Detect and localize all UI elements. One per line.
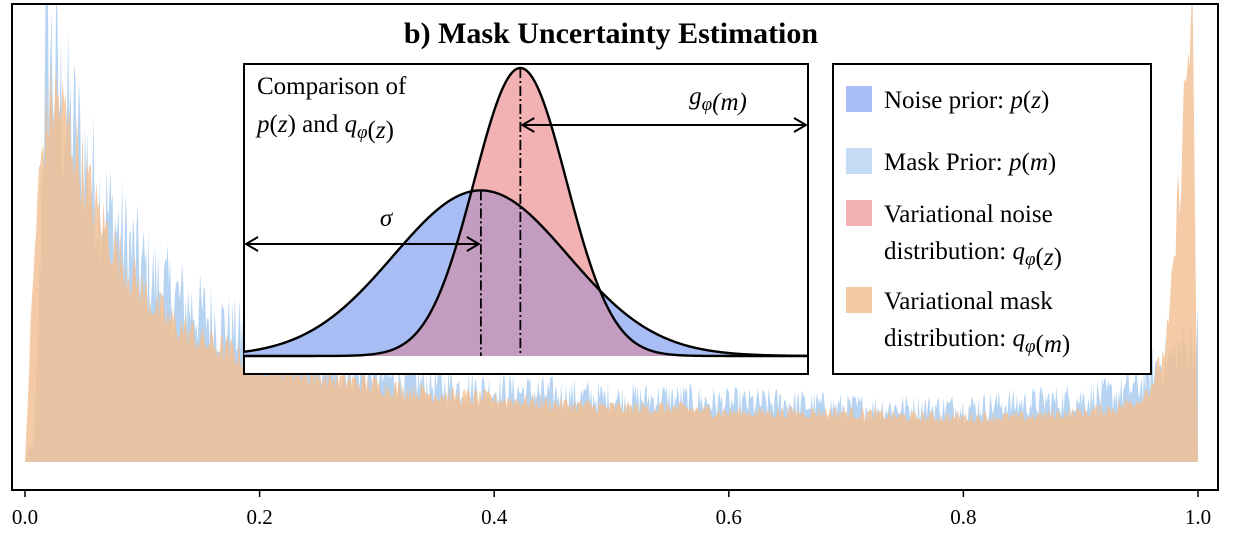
- inset-title-line1: Comparison of: [257, 73, 407, 100]
- sigma-arrowhead-right: [466, 236, 481, 252]
- legend-label: Variational noise: [884, 201, 1053, 228]
- x-axis: 0.0 0.2 0.4 0.6 0.8 1.0: [12, 489, 1218, 529]
- g-phi-arrowhead-left: [520, 117, 535, 133]
- chart-title: b) Mask Uncertainty Estimation: [404, 17, 818, 50]
- x-tick-label: 0.6: [716, 505, 742, 529]
- legend-label: Noise prior: p(z): [884, 87, 1049, 114]
- variational-mask-area: [25, 4, 1198, 462]
- inset-noise-prior-outline: [244, 189, 808, 358]
- legend-swatch: [846, 86, 872, 112]
- series-variational-mask-hist: [25, 4, 1198, 462]
- sigma-arrowhead-left: [244, 236, 259, 252]
- legend-label: Mask Prior: p(m): [884, 149, 1056, 176]
- inset-overlap-region: [244, 190, 808, 356]
- legend: Noise prior: p(z) Mask Prior: p(m) Variati…: [832, 63, 1152, 375]
- g-phi-arrowhead-right: [793, 117, 808, 133]
- legend-label: distribution: qφ(z): [884, 238, 1062, 271]
- inset-panel: σ gφ(m) Comparison of p(z) and qφ(z): [243, 63, 809, 375]
- x-tick-label: 0.2: [246, 505, 272, 529]
- legend-swatch: [846, 200, 872, 226]
- legend-label: distribution: qφ(m): [884, 325, 1070, 358]
- x-tick-label: 0.0: [12, 505, 38, 529]
- legend-label: Variational mask: [884, 288, 1053, 315]
- legend-swatch: [846, 148, 872, 174]
- sigma-label: σ: [380, 205, 394, 232]
- legend-frame: [832, 63, 1152, 375]
- legend-swatch: [846, 287, 872, 313]
- inset-title-line2: p(z) and qφ(z): [255, 111, 394, 144]
- inset-variational-noise-outline: [244, 66, 808, 358]
- main-plot-area: [25, 4, 1198, 462]
- x-tick-label: 1.0: [1185, 505, 1211, 529]
- x-tick-label: 0.8: [950, 505, 976, 529]
- g-phi-label: gφ(m): [689, 83, 747, 116]
- x-tick-label: 0.4: [481, 505, 508, 529]
